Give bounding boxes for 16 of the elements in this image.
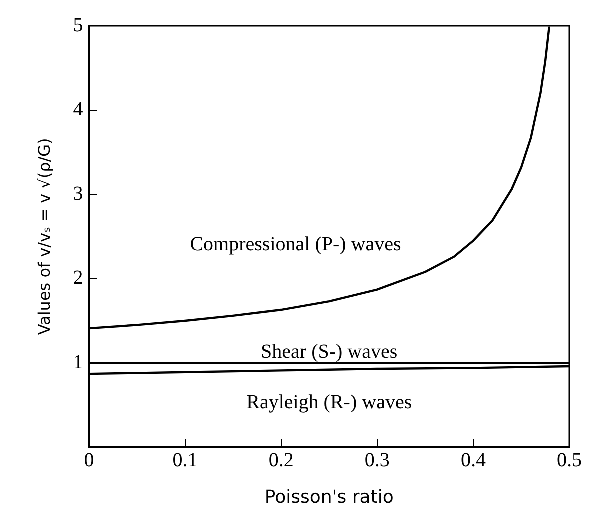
x-tick-label: 0.1 <box>172 450 198 472</box>
x-tick-label: 0.3 <box>364 450 390 472</box>
y-axis-title: Values of v/vₛ = v √(ρ/G) <box>34 138 54 336</box>
series-label: Shear (S-) waves <box>261 340 398 363</box>
series-label: Compressional (P-) waves <box>190 233 402 256</box>
y-tick-label: 1 <box>73 351 84 374</box>
y-tick-label: 3 <box>73 182 84 205</box>
y-tick-label: 4 <box>73 98 84 121</box>
x-tick-label: 0 <box>84 450 94 472</box>
y-tick-label: 5 <box>73 14 84 36</box>
series-label: Rayleigh (R-) waves <box>246 391 412 414</box>
x-tick-label: 0.2 <box>268 450 294 472</box>
y-tick-label: 2 <box>73 267 84 290</box>
x-axis-title: Poisson's ratio <box>264 486 394 508</box>
x-tick-label: 0.5 <box>557 450 582 472</box>
x-tick-label: 0.4 <box>460 450 486 472</box>
